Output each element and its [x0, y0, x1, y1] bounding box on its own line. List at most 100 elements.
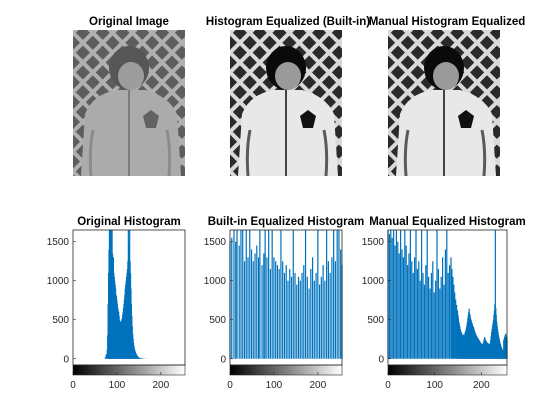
histogram-bar: [308, 288, 310, 359]
histogram-bar: [264, 230, 266, 359]
histogram-bar: [317, 230, 319, 359]
histogram-bar: [304, 230, 307, 359]
histogram-bar: [283, 272, 286, 359]
histogram-bar: [313, 280, 315, 359]
histogram-bar: [388, 233, 390, 359]
manual-equalized-image: [388, 30, 500, 176]
histogram-bar: [315, 272, 317, 359]
y-tick-label: 1500: [47, 237, 70, 248]
histogram-bar: [140, 358, 143, 359]
histogram-bar: [440, 276, 442, 359]
histogram-bar: [276, 265, 279, 359]
histogram-bar: [444, 249, 446, 359]
histogram-bar: [306, 276, 308, 359]
histogram-bar: [249, 230, 251, 359]
x-tick-label: 200: [473, 380, 490, 391]
y-tick-label: 500: [367, 315, 384, 326]
histogram-builtin-equalized: Built-in Equalized Histogram050010001500…: [204, 216, 365, 391]
histogram-bar: [452, 276, 454, 359]
histogram-bar: [436, 230, 438, 359]
histogram-bar: [402, 257, 404, 359]
histogram-bar: [443, 284, 445, 359]
histogram-bar: [303, 265, 305, 359]
histogram-bar: [405, 245, 407, 359]
y-tick-label: 1000: [204, 276, 227, 287]
histogram-bar: [422, 272, 424, 359]
axes-box: [72, 229, 186, 366]
y-tick-label: 1500: [362, 237, 385, 248]
histogram-bar: [390, 230, 392, 359]
histogram-bar: [397, 241, 399, 359]
histogram-bar: [326, 230, 328, 359]
histogram-bar: [320, 276, 322, 359]
histogram-bar: [334, 261, 337, 359]
histogram-bar: [494, 230, 496, 359]
histogram-bar: [296, 284, 298, 359]
histogram-bar: [238, 245, 240, 359]
histogram-bar: [301, 272, 303, 359]
y-tick-label: 0: [378, 354, 384, 365]
histogram-bar: [240, 230, 242, 359]
histogram-bar: [454, 292, 456, 359]
histogram-bar: [412, 272, 414, 359]
histogram-bar: [275, 261, 277, 359]
histogram-bar: [456, 304, 458, 359]
histogram-bar: [243, 261, 246, 359]
histogram-bar: [289, 269, 291, 359]
histogram-bar: [297, 276, 300, 359]
histogram-bar: [252, 261, 254, 359]
image-title-builtin: Histogram Equalized (Built-in): [206, 16, 370, 28]
histogram-bar: [257, 257, 260, 359]
histogram-bar: [393, 230, 395, 359]
histogram-bar: [250, 249, 253, 359]
histogram-title: Manual Equalized Histogram: [369, 216, 526, 228]
histogram-bar: [439, 288, 441, 359]
x-tick-label: 100: [109, 380, 126, 391]
histogram-bar: [299, 280, 301, 359]
histogram-bar: [426, 230, 428, 359]
y-tick-label: 500: [52, 315, 69, 326]
histogram-bar: [401, 249, 403, 359]
histogram-bar: [425, 265, 427, 359]
histogram-bar: [418, 261, 420, 359]
histogram-bar: [263, 253, 265, 359]
histogram-bar: [450, 257, 452, 359]
histogram-bar: [319, 284, 321, 359]
histogram-original: Original Histogram 0 500 1000 1500 0 100 200: [47, 216, 186, 391]
histogram-bar: [409, 230, 411, 359]
histogram-bar: [433, 292, 435, 359]
x-tick-label: 200: [152, 380, 169, 391]
gray-colorbar: [387, 364, 508, 376]
histogram-bar: [271, 230, 273, 359]
histogram-bar: [310, 269, 312, 359]
histogram-bar: [236, 230, 238, 359]
axes-box: [229, 229, 343, 366]
histogram-bar: [411, 261, 413, 359]
y-tick-label: 1500: [204, 237, 227, 248]
histogram-bar: [446, 230, 448, 359]
histogram-bar: [428, 276, 430, 359]
histogram-bar: [414, 257, 416, 359]
histogram-bar: [338, 230, 340, 359]
histogram-bar: [285, 265, 287, 359]
histogram-bar: [421, 230, 423, 359]
histogram-bar: [266, 257, 268, 359]
histogram-bar: [269, 269, 272, 359]
image-title-manual: Manual Histogram Equalized: [369, 16, 526, 28]
gray-colorbar: [229, 364, 343, 376]
histogram-bar: [294, 272, 296, 359]
histogram-bar: [395, 230, 397, 359]
histogram-bar: [256, 245, 258, 359]
histogram-title: Original Histogram: [77, 216, 181, 228]
histogram-bar: [398, 253, 400, 359]
histogram-bar: [233, 230, 235, 359]
histogram-bar: [419, 280, 421, 359]
gray-colorbar: [72, 364, 186, 376]
histogram-bar: [329, 272, 331, 359]
histogram-bar: [453, 284, 455, 359]
y-tick-label: 1000: [362, 276, 385, 287]
image-title-original: Original Image: [89, 16, 169, 28]
histogram-bar: [430, 272, 432, 359]
histogram-bar: [273, 257, 275, 359]
